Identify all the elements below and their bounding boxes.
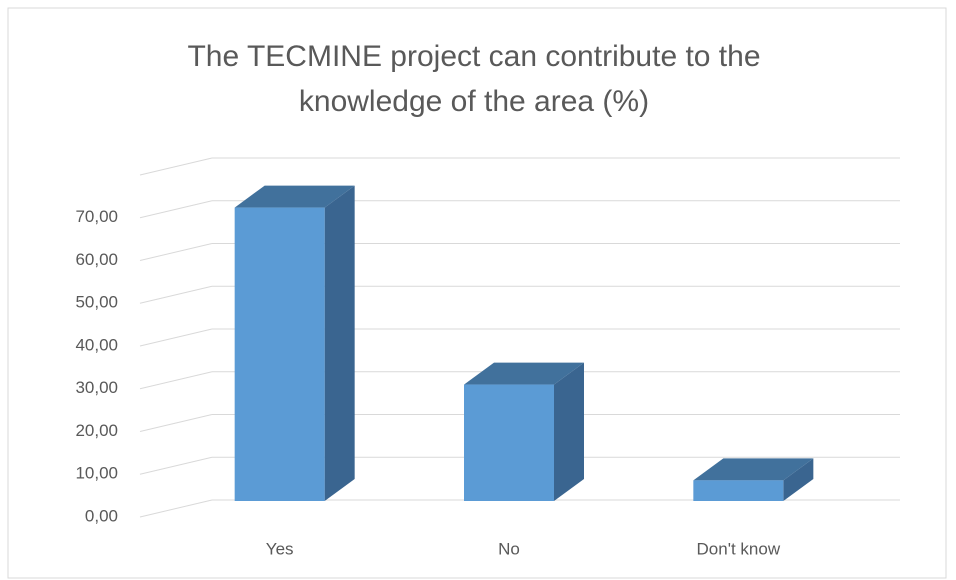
y-tick-label: 30,00: [75, 378, 118, 397]
y-tick-label: 0,00: [85, 506, 118, 525]
bar-side: [783, 458, 814, 501]
grid-line: [139, 200, 213, 219]
grid-line: [139, 285, 213, 304]
x-tick-label: Yes: [266, 539, 294, 558]
bar-top: [464, 362, 584, 385]
chart-title: The TECMINE project can contribute to th…: [187, 40, 760, 73]
grid-line: [139, 371, 213, 390]
wall-edge: [139, 157, 213, 176]
bar: [234, 207, 325, 501]
bar: [693, 480, 784, 501]
y-tick-label: 50,00: [75, 293, 118, 312]
grid-line: [139, 499, 213, 518]
bar: [464, 384, 554, 501]
y-tick-label: 10,00: [75, 464, 118, 483]
y-tick-label: 40,00: [75, 335, 118, 354]
x-tick-label: Don't know: [697, 539, 781, 558]
x-tick-label: No: [498, 539, 520, 558]
y-tick-label: 20,00: [75, 421, 118, 440]
grid-line: [139, 243, 213, 261]
bar-side: [324, 185, 355, 501]
bar-top: [234, 185, 355, 208]
y-tick-label: 60,00: [75, 250, 118, 269]
bar-side: [554, 362, 584, 501]
chart-title: knowledge of the area (%): [299, 85, 649, 118]
grid-line: [139, 328, 213, 347]
y-tick-label: 70,00: [75, 207, 118, 226]
grid-line: [139, 414, 213, 432]
grid-line: [139, 456, 213, 475]
bar-top: [693, 458, 814, 481]
